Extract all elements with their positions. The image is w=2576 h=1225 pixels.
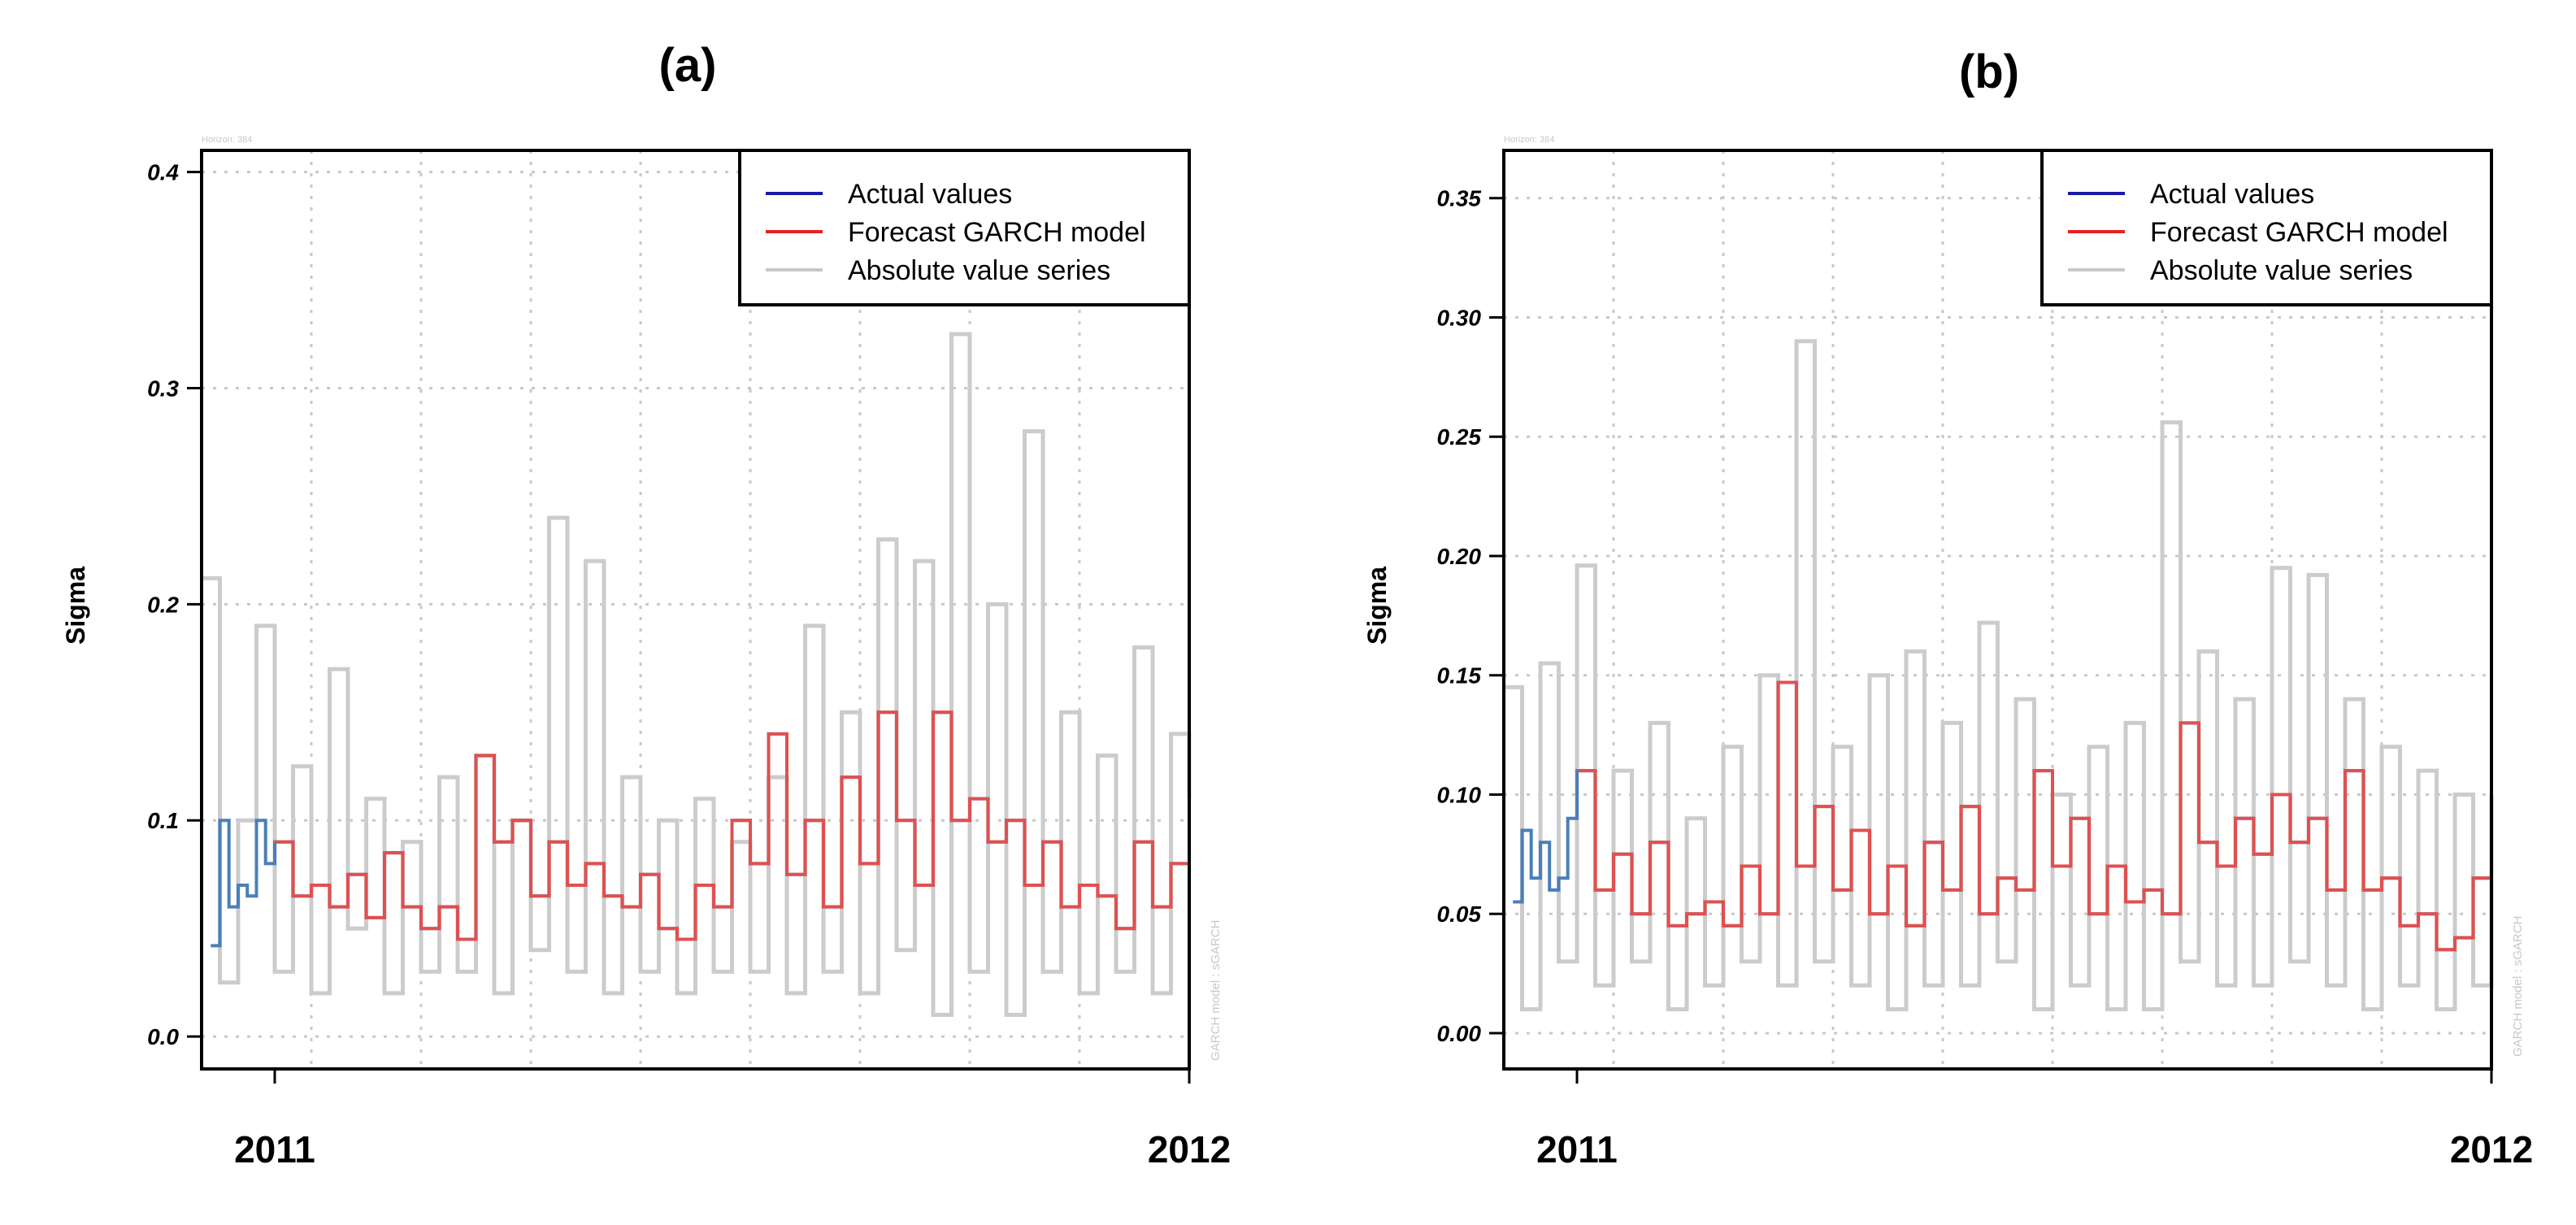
panel-a-legend-box xyxy=(738,149,1191,306)
y-tick-label: 0.30 xyxy=(1437,305,1482,330)
panel-a-legend-absolute: Absolute value series xyxy=(848,255,1110,286)
panel-a-legend-actual: Actual values xyxy=(848,179,1012,210)
panel-b: (b) Horizon: 384 Sigma GARCH model : sGA… xyxy=(1362,46,2533,1171)
panel-b-legend-actual: Actual values xyxy=(2150,179,2314,210)
series-line-absolute-value-series xyxy=(202,332,1192,1017)
y-tick-label: 0.4 xyxy=(147,160,179,185)
panel-a-model-label: GARCH model : sGARCH xyxy=(1209,920,1223,1061)
series-line-forecast-garch-model xyxy=(275,710,1191,941)
panel-b-horizon-label: Horizon: 384 xyxy=(1504,135,1554,145)
panel-a-y-ticks: 0.0 0.1 0.2 0.3 0.4 xyxy=(147,160,202,1049)
panel-b-legend-absolute: Absolute value series xyxy=(2150,255,2413,286)
y-tick-label: 0.35 xyxy=(1437,186,1482,211)
panel-b-series xyxy=(1504,339,2494,1012)
y-tick-label: 0.15 xyxy=(1437,663,1482,689)
panel-a-series xyxy=(202,332,1192,1017)
panel-b-legend-box xyxy=(2040,149,2493,306)
x-tick-label: 2012 xyxy=(2450,1128,2533,1171)
panel-b-y-ticks: 0.00 0.05 0.10 0.15 0.20 0.25 0.30 0.35 xyxy=(1437,186,1504,1046)
y-tick-label: 0.2 xyxy=(147,592,179,617)
panel-b-legend-forecast: Forecast GARCH model xyxy=(2150,217,2448,248)
panel-a-legend: Actual values Forecast GARCH model Absol… xyxy=(738,149,1191,306)
panel-a: (a) Horizon: 384 Sigma GARCH model : sGA… xyxy=(61,39,1231,1171)
y-tick-label: 0.25 xyxy=(1437,424,1482,450)
x-tick-label: 2012 xyxy=(1148,1128,1231,1171)
y-tick-label: 0.10 xyxy=(1437,782,1482,807)
y-tick-label: 0.05 xyxy=(1437,901,1482,927)
panel-a-plot-frame xyxy=(200,149,1191,1071)
x-tick-label: 2011 xyxy=(1536,1128,1618,1171)
panel-a-x-ticks: 2011 2012 xyxy=(234,1069,1231,1171)
panel-a-y-axis-label: Sigma xyxy=(61,567,90,645)
panel-b-model-label: GARCH model : sGARCH xyxy=(2511,916,2525,1057)
y-tick-label: 0.00 xyxy=(1437,1021,1482,1046)
panel-b-x-ticks: 2011 2012 xyxy=(1536,1069,2533,1171)
y-tick-label: 0.0 xyxy=(147,1024,179,1049)
y-tick-label: 0.1 xyxy=(147,808,179,833)
series-line-forecast-garch-model xyxy=(1577,680,2493,952)
panel-b-legend: Actual values Forecast GARCH model Absol… xyxy=(2040,149,2493,306)
y-tick-label: 0.20 xyxy=(1437,544,1482,569)
x-tick-label: 2011 xyxy=(234,1128,315,1171)
panel-a-title: (a) xyxy=(659,39,717,92)
panel-b-y-axis-label: Sigma xyxy=(1362,567,1392,645)
panel-b-title: (b) xyxy=(1959,46,2019,98)
panel-a-legend-forecast: Forecast GARCH model xyxy=(848,217,1146,248)
panel-a-horizon-label: Horizon: 384 xyxy=(202,135,252,145)
y-tick-label: 0.3 xyxy=(147,376,179,401)
series-line-absolute-value-series xyxy=(1504,339,2494,1012)
panel-b-plot-frame xyxy=(1502,149,2493,1071)
